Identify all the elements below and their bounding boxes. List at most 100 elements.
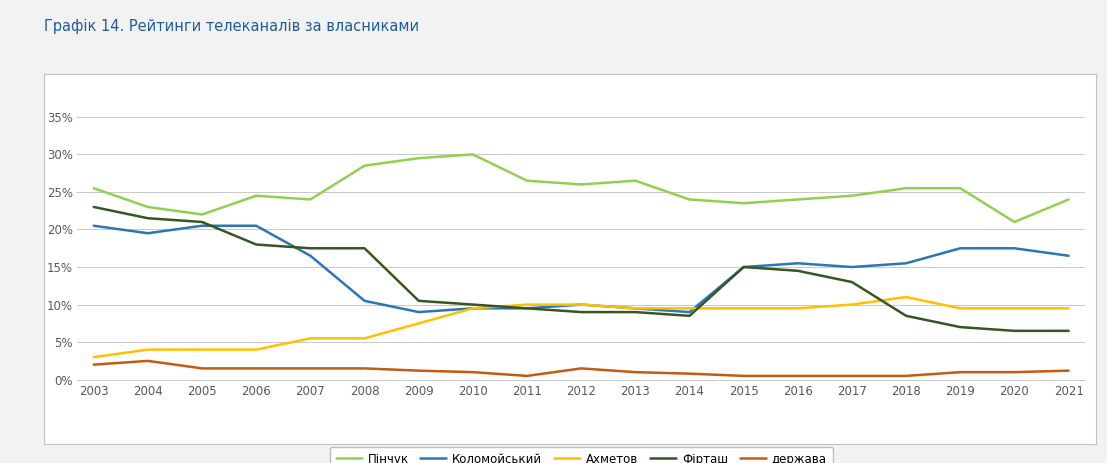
Пінчук (1062, 197, 1075, 202)
Ахметов (575, 302, 588, 307)
Line: Ахметов: Ахметов (94, 297, 1068, 357)
Ахметов (792, 306, 805, 311)
Коломойський (737, 264, 751, 270)
держава (629, 369, 642, 375)
Фірташ (412, 298, 425, 304)
Ахметов (303, 336, 317, 341)
Фірташ (846, 279, 859, 285)
Фірташ (142, 215, 155, 221)
держава (466, 369, 479, 375)
Коломойський (792, 261, 805, 266)
Фірташ (575, 309, 588, 315)
Ахметов (412, 320, 425, 326)
Ахметов (629, 306, 642, 311)
Text: Графік 14. Рейтинги телеканалів за власниками: Графік 14. Рейтинги телеканалів за власн… (44, 19, 420, 33)
Пінчук (196, 212, 209, 217)
Пінчук (87, 185, 101, 191)
Коломойський (846, 264, 859, 270)
Коломойський (953, 245, 966, 251)
Коломойський (249, 223, 262, 229)
Фірташ (683, 313, 696, 319)
Коломойський (629, 306, 642, 311)
держава (1007, 369, 1021, 375)
Коломойський (900, 261, 913, 266)
держава (1062, 368, 1075, 374)
держава (87, 362, 101, 368)
Ахметов (737, 306, 751, 311)
Ахметов (900, 294, 913, 300)
Line: Пінчук: Пінчук (94, 155, 1068, 222)
Фірташ (249, 242, 262, 247)
Line: Фірташ: Фірташ (94, 207, 1068, 331)
Line: Коломойський: Коломойський (94, 226, 1068, 312)
держава (575, 366, 588, 371)
Пінчук (737, 200, 751, 206)
Пінчук (249, 193, 262, 199)
держава (792, 373, 805, 379)
держава (900, 373, 913, 379)
Фірташ (953, 324, 966, 330)
Пінчук (575, 181, 588, 187)
Пінчук (900, 185, 913, 191)
Фірташ (900, 313, 913, 319)
Коломойський (358, 298, 371, 304)
Коломойський (196, 223, 209, 229)
держава (953, 369, 966, 375)
Коломойський (1007, 245, 1021, 251)
Фірташ (792, 268, 805, 274)
Пінчук (142, 204, 155, 210)
держава (142, 358, 155, 363)
Пінчук (303, 197, 317, 202)
Пінчук (683, 197, 696, 202)
Ахметов (87, 354, 101, 360)
Ахметов (520, 302, 534, 307)
Фірташ (466, 302, 479, 307)
держава (196, 366, 209, 371)
Фірташ (737, 264, 751, 270)
Пінчук (412, 156, 425, 161)
Пінчук (520, 178, 534, 183)
Ахметов (1007, 306, 1021, 311)
Ахметов (953, 306, 966, 311)
Фірташ (1062, 328, 1075, 334)
держава (520, 373, 534, 379)
Ахметов (683, 306, 696, 311)
Коломойський (1062, 253, 1075, 258)
Коломойський (412, 309, 425, 315)
держава (683, 371, 696, 376)
Фірташ (196, 219, 209, 225)
Ахметов (142, 347, 155, 352)
Коломойський (87, 223, 101, 229)
держава (846, 373, 859, 379)
Ахметов (846, 302, 859, 307)
Пінчук (1007, 219, 1021, 225)
Фірташ (303, 245, 317, 251)
Коломойський (575, 302, 588, 307)
Коломойський (303, 253, 317, 258)
Ахметов (358, 336, 371, 341)
Ахметов (466, 306, 479, 311)
Фірташ (358, 245, 371, 251)
Ахметов (249, 347, 262, 352)
держава (358, 366, 371, 371)
Коломойський (520, 306, 534, 311)
Пінчук (629, 178, 642, 183)
Фірташ (87, 204, 101, 210)
держава (737, 373, 751, 379)
Пінчук (358, 163, 371, 169)
Legend: Пінчук, Коломойський, Ахметов, Фірташ, держава: Пінчук, Коломойський, Ахметов, Фірташ, д… (330, 447, 832, 463)
Коломойський (683, 309, 696, 315)
Фірташ (629, 309, 642, 315)
держава (303, 366, 317, 371)
Фірташ (520, 306, 534, 311)
Коломойський (142, 231, 155, 236)
Пінчук (846, 193, 859, 199)
Пінчук (466, 152, 479, 157)
Коломойський (466, 306, 479, 311)
Пінчук (953, 185, 966, 191)
держава (412, 368, 425, 374)
Line: держава: держава (94, 361, 1068, 376)
Ахметов (196, 347, 209, 352)
держава (249, 366, 262, 371)
Пінчук (792, 197, 805, 202)
